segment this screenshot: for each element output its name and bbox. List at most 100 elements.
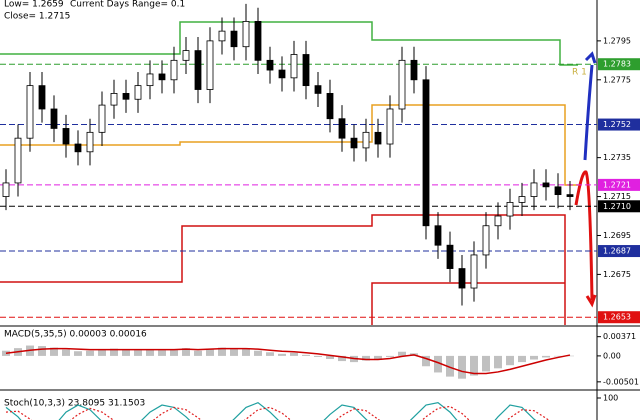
level-label: 1.2721 [603, 180, 631, 189]
close-text: Close= 1.2715 [4, 12, 70, 22]
candle-body [446, 244, 454, 269]
arrow-head [585, 294, 597, 308]
level-label: 1.2783 [603, 60, 631, 69]
y-tick-label: 100 [603, 394, 618, 403]
macd-bar [302, 354, 310, 356]
low-text: Low= 1.2659 [4, 0, 64, 10]
macd-bar [50, 347, 58, 356]
level-label: 1.2653 [603, 313, 631, 322]
candle-body [494, 215, 502, 227]
arrow-head [584, 51, 597, 64]
macd-bar [206, 348, 214, 356]
candle-body [230, 30, 238, 48]
macd-bar [158, 350, 166, 356]
candle-body [434, 225, 442, 246]
candle-body [338, 118, 346, 139]
level-label: 1.2687 [603, 247, 631, 256]
candle-body [146, 73, 154, 87]
level-badge [598, 58, 640, 71]
candle-body [74, 143, 82, 153]
y-tick-label: 0.00371 [603, 332, 636, 341]
arrow-down [574, 170, 594, 301]
candle-body [194, 50, 202, 90]
macd-bar [482, 355, 490, 372]
range-text: Current Days Range= 0.1 [70, 0, 185, 10]
y-tick-label: 1.2695 [603, 231, 631, 240]
macd-bar [530, 355, 538, 360]
macd-bar [74, 351, 82, 356]
candle-body [362, 131, 370, 149]
y-tick-label: 1.2675 [603, 270, 631, 279]
candle-body [38, 85, 46, 110]
macd-bar [182, 348, 190, 356]
macd-bar [362, 355, 370, 361]
candle-body [530, 182, 538, 197]
candle-body [518, 196, 526, 203]
macd-bar [422, 355, 430, 367]
candle-body [278, 69, 286, 79]
macd-bar [122, 349, 130, 356]
macd-bar [554, 355, 562, 357]
macd-bar [278, 353, 286, 356]
macd-bar [218, 347, 226, 356]
candle-body [50, 108, 58, 129]
macd-bar [194, 350, 202, 356]
macd-bar [266, 352, 274, 356]
arrows [574, 51, 597, 308]
macd-bar [254, 350, 262, 356]
y-tick-label: 1.2715 [603, 192, 631, 201]
macd-bar [566, 355, 574, 357]
candle-body [386, 108, 394, 145]
macd-bar [398, 351, 406, 356]
y-tick-label: 1.2795 [603, 36, 631, 45]
y-tick-label: 0.00 [603, 351, 621, 360]
macd-bar [338, 355, 346, 362]
candle-body [254, 21, 262, 61]
candle-body [422, 79, 430, 227]
candle-body [566, 194, 574, 197]
y-tick-label: -0.00501 [603, 377, 639, 386]
level-label: 1.2710 [603, 202, 631, 211]
candle-body [398, 59, 406, 110]
macd-bar [146, 349, 154, 356]
candle-body [2, 182, 10, 197]
macd-bar [470, 355, 478, 376]
level-badge [598, 178, 640, 191]
macd-bar [290, 352, 298, 356]
candle-body [266, 59, 274, 71]
candle-body [554, 186, 562, 196]
level-label: 1.2752 [603, 120, 631, 129]
candle-body [242, 21, 250, 48]
pivot-s1 [0, 214, 566, 325]
macd-bar [458, 355, 466, 379]
macd-bar [242, 348, 250, 356]
macd-bar [374, 355, 382, 361]
macd-bar [542, 355, 550, 358]
level-badge [598, 200, 640, 213]
macd-bar [506, 355, 514, 366]
macd-bar [230, 349, 238, 356]
macd-bar [386, 355, 394, 357]
candle-body [110, 93, 118, 106]
macd-bar [110, 348, 118, 356]
y-tick-label: 1.2735 [603, 153, 631, 162]
macd-bar [518, 355, 526, 363]
candle-body [218, 30, 226, 42]
candle-body [206, 40, 214, 90]
macd-bar [38, 346, 46, 356]
arrow-up [583, 64, 594, 161]
macd-bar [326, 355, 334, 359]
candle-body [62, 128, 70, 145]
y-tick-label: 1.2775 [603, 75, 631, 84]
candle-body [158, 73, 166, 81]
candle-body [290, 54, 298, 79]
candle-body [26, 85, 34, 139]
macd-bar [86, 350, 94, 356]
macd-bar [446, 355, 454, 377]
candle-body [182, 50, 190, 61]
macd-bar [494, 355, 502, 369]
candle-body [302, 54, 310, 87]
candle-body [350, 137, 358, 149]
pivot-p [0, 104, 578, 186]
candle-body [86, 131, 94, 153]
